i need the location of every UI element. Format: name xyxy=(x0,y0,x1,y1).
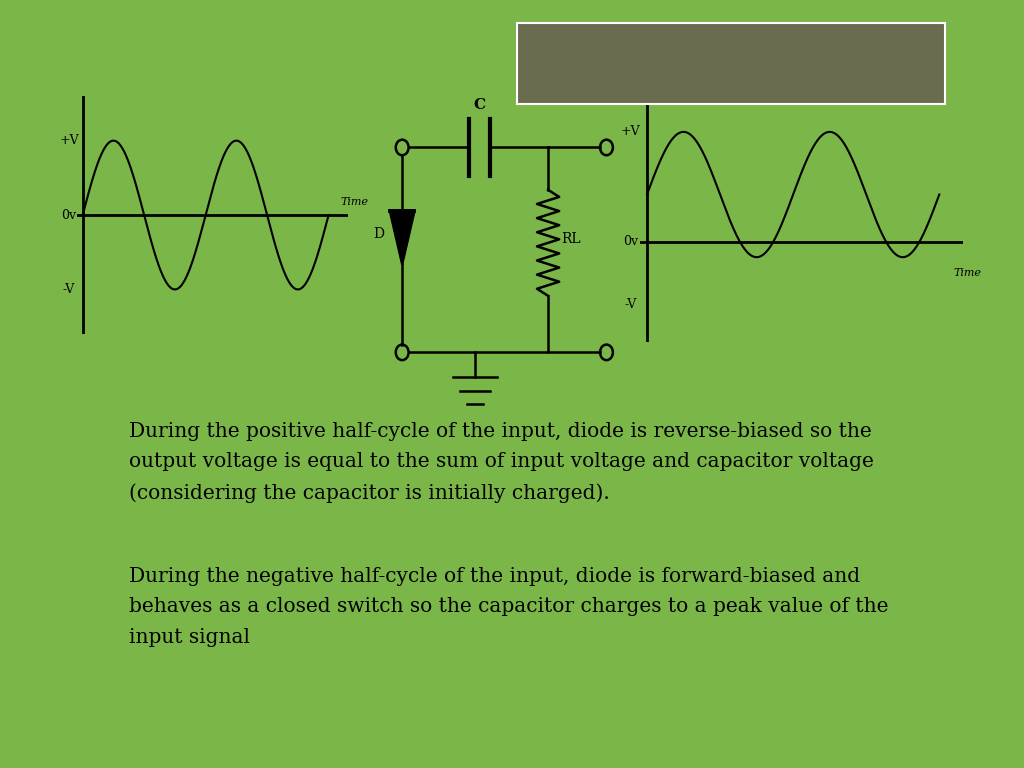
Text: Time: Time xyxy=(340,197,369,207)
Text: D: D xyxy=(374,227,384,240)
Text: 0v: 0v xyxy=(624,235,638,248)
Text: 0v: 0v xyxy=(61,209,77,221)
Text: +V: +V xyxy=(621,125,640,138)
Text: During the positive half-cycle of the input, diode is reverse-biased so the
outp: During the positive half-cycle of the in… xyxy=(129,422,873,502)
Text: +V: +V xyxy=(59,134,79,147)
Text: During the negative half-cycle of the input, diode is forward-biased and
behaves: During the negative half-cycle of the in… xyxy=(129,567,888,647)
Polygon shape xyxy=(390,211,415,264)
Text: -V: -V xyxy=(625,298,637,311)
Text: RL: RL xyxy=(561,232,582,246)
Text: Time: Time xyxy=(953,268,981,278)
Text: -V: -V xyxy=(62,283,75,296)
Text: C: C xyxy=(473,98,485,111)
